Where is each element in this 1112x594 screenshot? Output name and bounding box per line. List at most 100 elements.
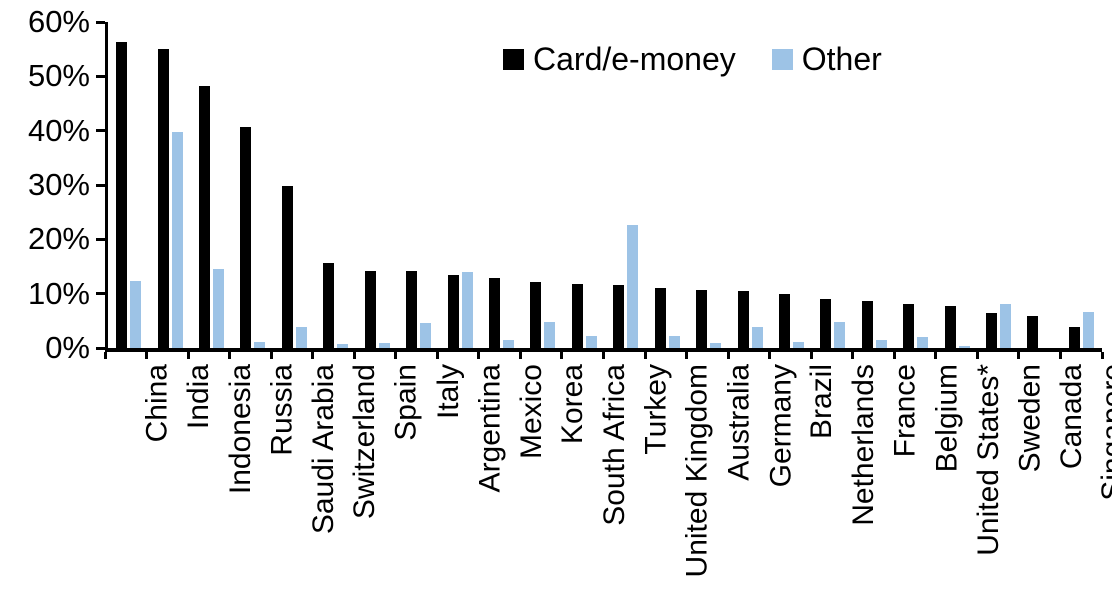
country-group <box>315 22 356 348</box>
x-axis-tick <box>518 352 522 359</box>
bar-card-e-money <box>199 86 211 348</box>
bar-other <box>710 343 722 348</box>
y-axis-tick <box>96 183 105 187</box>
y-axis-tick <box>96 292 105 296</box>
y-axis-tick <box>96 20 105 24</box>
bar-other <box>254 342 266 348</box>
y-axis-tick <box>96 237 105 241</box>
bar-card-e-money <box>778 294 790 348</box>
y-axis-label: 20% <box>27 221 90 257</box>
x-axis-tick <box>103 352 107 359</box>
x-axis-label: Korea <box>556 364 590 445</box>
y-axis-tick <box>96 74 105 78</box>
x-axis-label: Belgium <box>930 364 964 473</box>
country-group <box>481 22 522 348</box>
x-axis-label: Mexico <box>514 364 548 460</box>
country-group <box>274 22 315 348</box>
legend-label-card-e-money: Card/e-money <box>533 41 736 77</box>
x-axis-tick <box>1017 352 1021 359</box>
x-axis-label: China <box>140 364 174 443</box>
bar-card-e-money <box>489 278 500 348</box>
x-axis-tick <box>352 352 356 359</box>
x-axis-label: Turkey <box>639 364 673 455</box>
x-axis-tick <box>145 352 149 359</box>
x-axis-label: Sweden <box>1013 364 1047 473</box>
x-axis-label: United Kingdom <box>680 364 714 578</box>
bar-other <box>130 281 142 348</box>
x-axis-label: Australia <box>722 364 756 481</box>
bar-card-e-money <box>281 186 293 348</box>
bar-card-e-money <box>447 275 459 348</box>
bar-card-e-money <box>530 282 542 348</box>
x-axis-label: Saudi Arabia <box>306 364 340 535</box>
x-axis-tick <box>809 352 813 359</box>
bar-other <box>213 269 225 348</box>
y-axis-label: 0% <box>45 330 90 365</box>
country-group <box>1019 22 1060 348</box>
x-axis-tick <box>1100 352 1104 359</box>
x-axis-tick <box>975 352 979 359</box>
bar-card-e-money <box>571 284 583 348</box>
country-group <box>936 22 977 348</box>
bar-groups <box>108 22 1102 348</box>
bar-other <box>420 323 432 348</box>
bar-card-e-money <box>116 42 128 348</box>
bar-other <box>627 225 639 348</box>
x-axis-label: Canada <box>1054 364 1088 470</box>
bar-other <box>295 327 307 348</box>
x-axis-tick <box>394 352 398 359</box>
y-axis-tick <box>96 129 105 133</box>
bar-card-e-money <box>944 306 956 348</box>
bar-card-e-money <box>1027 316 1039 348</box>
bar-other <box>1000 304 1012 348</box>
x-axis-label: Germany <box>763 364 797 488</box>
bar-other <box>917 337 929 348</box>
bar-other <box>544 322 556 348</box>
bar-other <box>875 340 887 348</box>
x-axis-label: Singapore <box>1096 364 1112 501</box>
x-axis-tick <box>726 352 730 359</box>
chart-legend: Card/e-money Other <box>503 42 882 76</box>
x-axis-label: Spain <box>390 364 424 441</box>
country-group <box>978 22 1019 348</box>
country-group <box>688 22 729 348</box>
x-axis-tick <box>685 352 689 359</box>
bar-other <box>503 340 514 348</box>
card-e-money-swatch-icon <box>503 48 524 70</box>
country-group <box>191 22 232 348</box>
country-group <box>771 22 812 348</box>
x-axis-tick <box>602 352 605 359</box>
legend-item-other: Other <box>771 42 882 76</box>
y-axis-label: 40% <box>27 112 90 148</box>
bar-other <box>958 346 970 348</box>
x-axis-tick <box>560 352 564 359</box>
x-axis-label: Switzerland <box>348 364 382 520</box>
bar-card-e-money <box>654 288 666 348</box>
bar-other <box>792 342 804 348</box>
bar-other <box>834 322 846 348</box>
x-axis-label: Brazil <box>805 364 839 440</box>
country-group <box>357 22 398 348</box>
other-swatch-icon <box>771 48 793 70</box>
bar-card-e-money <box>737 291 749 348</box>
x-axis-label: Argentina <box>473 364 507 493</box>
bar-card-e-money <box>364 271 376 348</box>
bar-card-e-money <box>323 263 335 348</box>
country-group <box>398 22 439 348</box>
country-group <box>108 22 149 348</box>
y-axis-label: 10% <box>27 275 90 311</box>
x-axis-tick <box>269 352 273 359</box>
bar-other <box>1082 312 1094 348</box>
x-axis-tick <box>851 352 855 359</box>
country-group <box>149 22 190 348</box>
bar-other <box>461 272 473 348</box>
bar-other <box>337 344 349 348</box>
country-group <box>729 22 770 348</box>
bar-card-e-money <box>696 290 708 348</box>
x-axis-tick <box>768 352 772 359</box>
country-group <box>1061 22 1102 348</box>
x-axis-tick <box>934 352 938 359</box>
x-axis-tick <box>186 352 190 359</box>
country-group <box>522 22 563 348</box>
country-group <box>854 22 895 348</box>
